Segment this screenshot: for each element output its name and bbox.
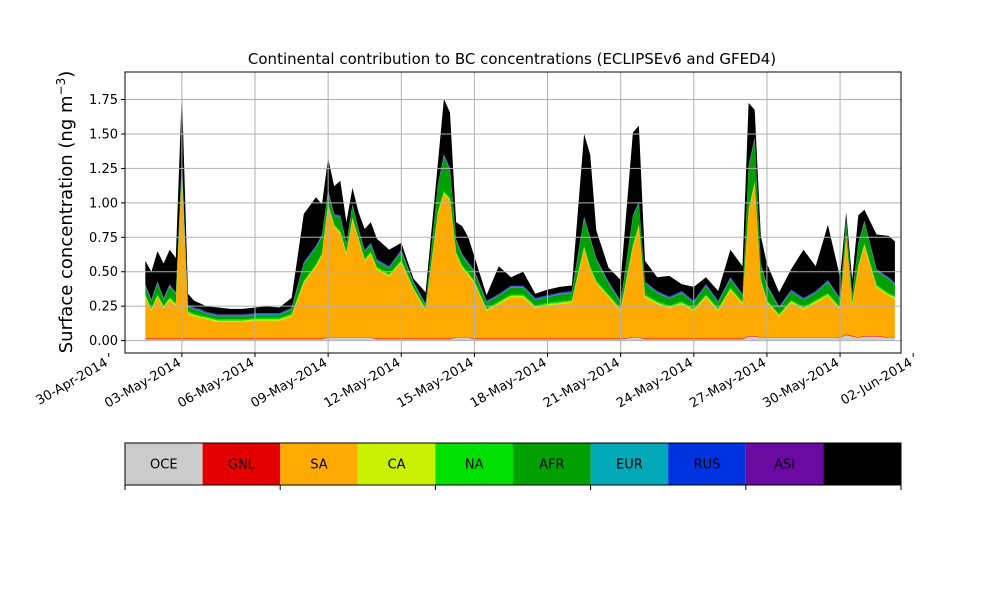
y-axis-label: Surface concentration (ng m−3) (54, 71, 77, 354)
legend-label-eur: EUR (616, 458, 643, 473)
legend-label-sa: SA (310, 458, 327, 473)
y-tick-label: 0.50 (89, 265, 118, 280)
axes-frame (124, 71, 902, 354)
y-tick-label: 1.75 (89, 93, 118, 108)
legend-swatch-eur (590, 443, 669, 485)
legend-swatch-na (435, 443, 513, 485)
legend-label-aus: AUS (849, 458, 876, 473)
legend-swatch-gnl (202, 443, 281, 485)
legend-label-oce: OCE (150, 458, 178, 473)
y-tick-label: 0.75 (89, 231, 118, 246)
legend-label-rus: RUS (694, 458, 721, 473)
legend-label-asi: ASI (774, 458, 795, 473)
area-series-sa (145, 173, 895, 339)
y-axis-label-text: Surface concentration (ng m (56, 95, 77, 353)
area-series-oce (145, 335, 895, 341)
y-axis-label-close: ) (56, 71, 77, 78)
chart-title: Continental contribution to BC concentra… (248, 50, 776, 68)
legend-swatch-aus (823, 443, 901, 485)
area-series-gnl (145, 334, 895, 340)
legend-label-afr: AFR (539, 458, 564, 473)
legend-label-ca: CA (388, 458, 406, 473)
grid-lines (125, 72, 901, 353)
y-tick-label: 0.00 (89, 334, 118, 349)
y-tick-label: 1.50 (89, 127, 118, 142)
y-tick-label: 1.00 (89, 196, 118, 211)
legend-swatch-afr (513, 443, 591, 485)
legend-swatch-rus (668, 443, 746, 485)
y-axis: 0.00 0.25 0.50 0.75 1.00 1.25 1.50 1.75 (89, 93, 125, 349)
y-tick-label: 0.25 (89, 300, 118, 315)
legend-swatch-oce (125, 443, 203, 485)
legend-label-gnl: GNL (228, 458, 256, 473)
legend-swatch-ca (357, 443, 436, 485)
legend-frame (124, 442, 902, 486)
legend-label-na: NA (465, 458, 484, 473)
y-axis-label-exponent: −3 (54, 78, 68, 96)
legend: OCE GNL SA CA NA AFR EUR RUS ASI AUS (124, 442, 902, 490)
legend-swatch-asi (745, 443, 824, 485)
legend-swatch-sa (280, 443, 358, 485)
y-tick-label: 1.25 (89, 162, 118, 177)
